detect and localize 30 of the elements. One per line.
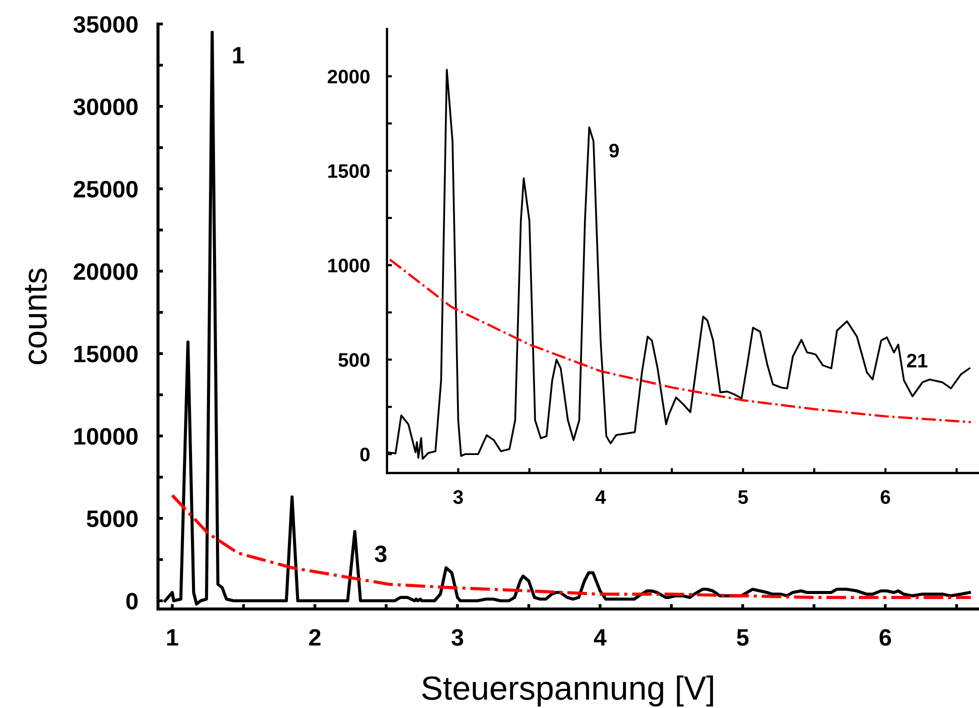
y-tick-label: 0 bbox=[126, 592, 138, 610]
x-tick-label: 5 bbox=[738, 490, 748, 504]
x-tick-label: 4 bbox=[596, 490, 606, 504]
y-tick-label: 5000 bbox=[86, 510, 138, 528]
y-tick-label: 2000 bbox=[328, 70, 370, 84]
y-tick-label: 0 bbox=[360, 448, 370, 462]
x-tick-label: 6 bbox=[880, 490, 890, 504]
y-tick-label: 10000 bbox=[74, 428, 138, 445]
y-tick-label: 30000 bbox=[73, 98, 138, 116]
x-tick-label: 5 bbox=[736, 629, 749, 646]
x-tick-label: 3 bbox=[453, 490, 463, 504]
x-tick-label: 4 bbox=[594, 629, 607, 646]
annotation: 3 bbox=[374, 546, 387, 562]
annotation: 1 bbox=[233, 47, 244, 64]
y-tick-label: 1500 bbox=[328, 164, 370, 178]
y-tick-label: 500 bbox=[338, 353, 370, 367]
x-tick-label: 3 bbox=[451, 629, 464, 646]
x-tick-label: 6 bbox=[880, 629, 892, 646]
x-axis-title: Steuerspannung [V] bbox=[422, 675, 713, 707]
annotation: 9 bbox=[609, 144, 619, 158]
y-tick-label: 25000 bbox=[74, 180, 138, 198]
y-axis-title: counts bbox=[24, 268, 47, 364]
y-tick-label: 20000 bbox=[74, 263, 138, 280]
x-tick-label: 1 bbox=[167, 629, 178, 646]
x-tick-label: 2 bbox=[309, 629, 320, 646]
y-tick-label: 35000 bbox=[73, 16, 138, 33]
y-tick-label: 1000 bbox=[328, 258, 370, 272]
line-series bbox=[388, 258, 972, 424]
y-tick-label: 15000 bbox=[74, 346, 138, 362]
annotation: 21 bbox=[906, 354, 928, 368]
